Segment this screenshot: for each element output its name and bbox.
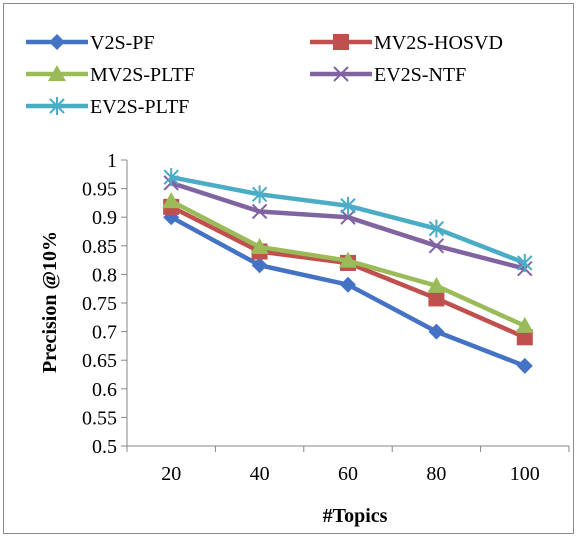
data-point [516,329,533,346]
y-tick-label: 0.9 [92,207,117,229]
legend-marker [49,97,65,115]
data-point [162,192,181,209]
legend-label: EV2S-NTF [374,64,466,86]
x-axis: 20 40 60 80 100 [126,445,570,485]
data-point [428,238,445,254]
x-tick-label: 60 [338,463,358,485]
data-point [428,290,445,307]
data-point [250,237,269,254]
data-point [515,316,534,333]
y-tick-label: 0.95 [82,179,117,201]
legend: V2S-PF MV2S-HOSVD MV2S-PLTF EV2S-NTF EV2S-PL… [26,32,503,118]
series-ev2s-pltf [163,168,533,272]
x-tick-label: 20 [161,463,181,485]
legend-item: MV2S-HOSVD [310,32,503,54]
series-mv2s-hosvd [163,198,533,346]
y-tick-label: 0.5 [92,436,117,458]
data-point [251,185,268,204]
legend-item: V2S-PF [26,32,154,54]
data-point [163,168,179,187]
legend-label: MV2S-PLTF [90,64,195,86]
legend-marker [49,34,65,50]
series-line [170,174,526,266]
legend-marker [333,66,349,82]
y-axis-title: Precision @10% [39,231,61,373]
legend-label: EV2S-PLTF [90,96,189,118]
data-point [339,251,357,268]
legend-label: V2S-PF [90,32,154,54]
y-tick-label: 0.55 [82,407,117,429]
series-ev2s-ntf [163,175,533,277]
x-tick-label: 40 [250,463,270,485]
data-point [517,253,533,272]
data-point [427,276,446,293]
y-tick-label: 0.8 [92,264,117,286]
data-point [251,257,268,274]
series-layer [162,168,534,374]
y-tick-label: 0.7 [92,322,117,344]
data-point [428,323,445,340]
x-tick-label: 100 [510,463,540,485]
y-tick-label: 0.85 [82,236,117,258]
series-mv2s-pltf [162,192,534,333]
y-tick-label: 0.75 [82,293,117,315]
data-point [340,209,356,225]
data-point [340,196,356,215]
series-v2s-pf [163,209,533,374]
data-point [428,219,445,238]
y-tick-label: 0.6 [92,379,117,401]
data-point [516,357,533,374]
data-point [340,276,356,293]
legend-item: EV2S-NTF [310,64,466,86]
x-tick-label: 80 [426,463,446,485]
legend-label: MV2S-HOSVD [374,32,503,54]
legend-marker [333,34,349,50]
y-axis: 0.5 0.55 0.6 0.65 0.7 0.75 0.8 0.85 0.9 0.95 1 [82,150,128,458]
legend-marker [48,65,66,81]
y-tick-label: 1 [107,150,117,172]
x-axis-title: #Topics [323,505,388,527]
legend-item: MV2S-PLTF [26,64,195,86]
y-tick-label: 0.65 [82,350,117,372]
data-point [251,203,268,220]
legend-item: EV2S-PLTF [26,96,189,118]
